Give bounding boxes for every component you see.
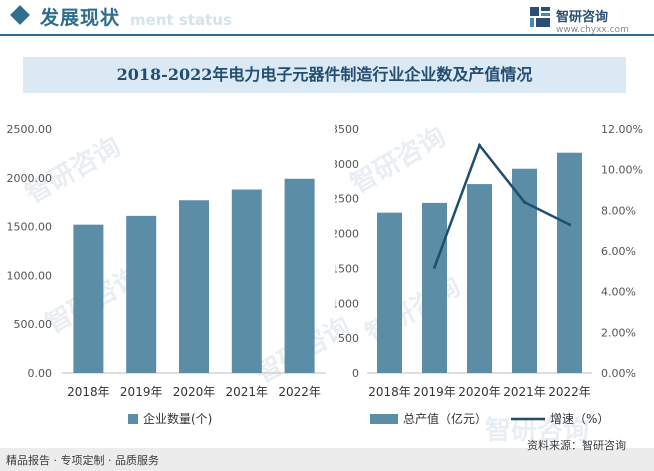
legend-swatch-output-value: [370, 414, 398, 424]
y-tick-label: 2500: [335, 193, 359, 206]
legend-label-enterprise-count: 企业数量(个): [143, 411, 212, 426]
enterprise-count-bar: [73, 224, 104, 373]
x-tick-label: 2020年: [173, 385, 216, 399]
output-value-bar: [377, 212, 402, 373]
header-title: 发展现状: [40, 7, 121, 29]
x-tick-label: 2019年: [120, 385, 163, 399]
header-subtitle: ment status: [130, 11, 232, 29]
enterprise-count-bar: [284, 178, 315, 373]
brand-logo-icon: [530, 7, 550, 27]
y-tick-label: 2500.00: [7, 123, 53, 136]
y-tick-label: 3000: [335, 158, 359, 171]
growth-rate-line: [433, 142, 571, 268]
y2-tick-label: 0.00%: [601, 367, 636, 380]
footer-bar: [0, 448, 654, 471]
output-value-bar: [422, 202, 447, 373]
legend-label-growth-rate: 增速（%）: [550, 412, 609, 426]
y-tick-label: 500: [338, 332, 359, 345]
output-value-bar: [467, 184, 492, 373]
legend-label-output-value: 总产值（亿元）: [403, 411, 487, 426]
y-tick-label: 2000.00: [7, 172, 53, 185]
y-tick-label: 0.00: [28, 367, 53, 380]
chart-title-band: 2018-2022年电力电子元器件制造行业企业数及产值情况: [23, 57, 626, 93]
header-diamond-icon: [10, 5, 30, 25]
footer-slogan: 精品报告 · 专项定制 · 品质服务: [6, 454, 159, 467]
y2-tick-label: 12.00%: [601, 123, 643, 136]
y-tick-label: 1500: [335, 262, 359, 275]
legend-swatch-enterprise-count: [128, 414, 138, 424]
watermark: 智研咨询: [485, 416, 590, 446]
chart-title: 2018-2022年电力电子元器件制造行业企业数及产值情况: [116, 65, 533, 84]
x-tick-label: 2022年: [278, 385, 321, 399]
enterprise-count-chart: 0.00 500.00 1000.00 1500.00 2000.00 2500.00 20…: [7, 123, 326, 426]
y2-tick-label: 10.00%: [601, 164, 643, 177]
output-value-bar: [512, 168, 537, 373]
x-tick-label: 2020年: [458, 385, 501, 399]
x-tick-label: 2018年: [368, 385, 411, 399]
growth-rate-point: [523, 200, 526, 204]
brand-url: www.chyxx.com: [556, 25, 629, 35]
y-tick-label: 1000: [335, 297, 359, 310]
y2-tick-label: 2.00%: [601, 326, 636, 339]
y-tick-label: 1500.00: [7, 221, 53, 234]
y-tick-label: 3500: [335, 123, 359, 136]
x-tick-label: 2019年: [413, 385, 456, 399]
y2-tick-label: 8.00%: [601, 204, 636, 217]
enterprise-count-bar: [231, 189, 262, 373]
growth-rate-point: [478, 143, 481, 147]
x-tick-label: 2022年: [548, 385, 591, 399]
footer-source: 资料来源：智研咨询: [527, 439, 626, 452]
x-tick-label: 2021年: [226, 385, 269, 399]
y-tick-label: 0: [352, 367, 359, 380]
x-tick-label: 2018年: [67, 385, 110, 399]
enterprise-count-bar: [126, 215, 157, 373]
y2-tick-label: 6.00%: [601, 245, 636, 258]
output-value-chart: 0 500 1000 1500 2000 2500 3000 3500 0.00% 2.00% 4.…: [335, 123, 643, 426]
y-tick-label: 500.00: [14, 318, 53, 331]
brand-name: 智研咨询: [556, 10, 609, 25]
growth-rate-point: [568, 223, 571, 227]
output-value-bar: [557, 152, 582, 373]
header-divider: [0, 34, 654, 36]
y-tick-label: 1000.00: [7, 269, 53, 282]
y-tick-label: 2000: [335, 228, 359, 241]
y2-tick-label: 4.00%: [601, 286, 636, 299]
growth-rate-point: [433, 265, 436, 269]
enterprise-count-bar: [179, 200, 209, 373]
x-tick-label: 2021年: [503, 385, 546, 399]
